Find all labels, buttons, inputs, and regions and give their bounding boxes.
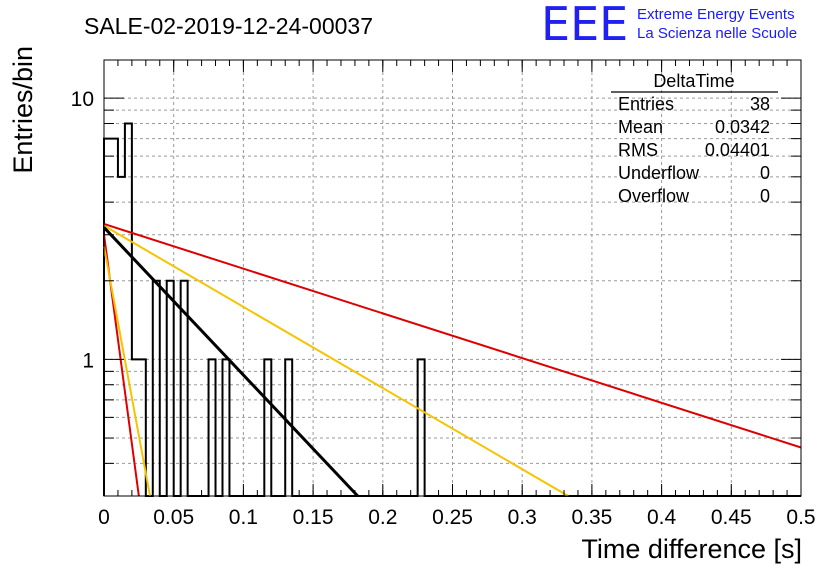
eee-logo: EEE Extreme Energy Events La Scienza nel… xyxy=(541,0,797,51)
x-tick-label: 0.4 xyxy=(647,506,677,529)
x-axis-title: Time difference [s] xyxy=(581,534,802,564)
x-tick-label: 0.2 xyxy=(368,506,397,529)
y-tick-label: 10 xyxy=(71,88,94,111)
logo-line-2: La Scienza nelle Scuole xyxy=(637,25,797,42)
x-tick-label: 0.35 xyxy=(571,506,612,529)
stats-label: Mean xyxy=(618,117,663,137)
histogram-bin xyxy=(222,359,229,496)
x-tick-labels: 0 0.05 0.1 0.15 0.2 0.25 0.3 0.35 0.4 0.45 0.5 xyxy=(98,506,815,529)
axis-ticks xyxy=(103,60,802,497)
histogram-bin xyxy=(209,359,216,496)
stats-label: RMS xyxy=(618,140,658,160)
histogram-bin xyxy=(418,359,425,496)
stats-label: Overflow xyxy=(618,186,690,206)
y-tick-labels: 1 10 xyxy=(71,88,94,372)
fit-line-2 xyxy=(103,224,569,497)
stats-value: 0 xyxy=(760,186,770,206)
x-tick-label: 0.05 xyxy=(153,506,194,529)
grid xyxy=(104,60,801,497)
run-title: SALE-02-2019-12-24-00037 xyxy=(84,13,373,39)
stats-value: 38 xyxy=(750,94,770,114)
y-tick-label: 1 xyxy=(82,349,94,372)
x-tick-label: 0.5 xyxy=(786,506,815,529)
x-tick-label: 0.45 xyxy=(711,506,752,529)
fit-line-5 xyxy=(103,246,151,497)
stats-box-title: DeltaTime xyxy=(653,71,734,91)
logo-line-1: Extreme Energy Events xyxy=(637,6,795,23)
histogram-bin xyxy=(264,359,271,496)
histogram-bin xyxy=(104,139,111,496)
stats-value: 0.0342 xyxy=(715,117,770,137)
histogram-bin xyxy=(139,359,146,496)
x-tick-label: 0 xyxy=(98,506,110,529)
logo-letters: EEE xyxy=(541,0,628,51)
x-tick-label: 0.25 xyxy=(432,506,473,529)
stats-label: Entries xyxy=(618,94,674,114)
fit-line-1 xyxy=(103,223,802,449)
x-tick-label: 0.3 xyxy=(508,506,537,529)
y-axis-title: Entries/bin xyxy=(8,46,38,174)
x-tick-label: 0.15 xyxy=(293,506,334,529)
x-tick-label: 0.1 xyxy=(229,506,258,529)
fit-lines xyxy=(102,223,802,498)
stats-box: DeltaTime Entries 38 Mean 0.0342 RMS 0.04401U… xyxy=(611,71,778,206)
stats-label: Underflow xyxy=(618,163,700,183)
stats-value: 0 xyxy=(760,163,770,183)
stats-value: 0.04401 xyxy=(705,140,770,160)
fit-line-3 xyxy=(102,226,359,498)
